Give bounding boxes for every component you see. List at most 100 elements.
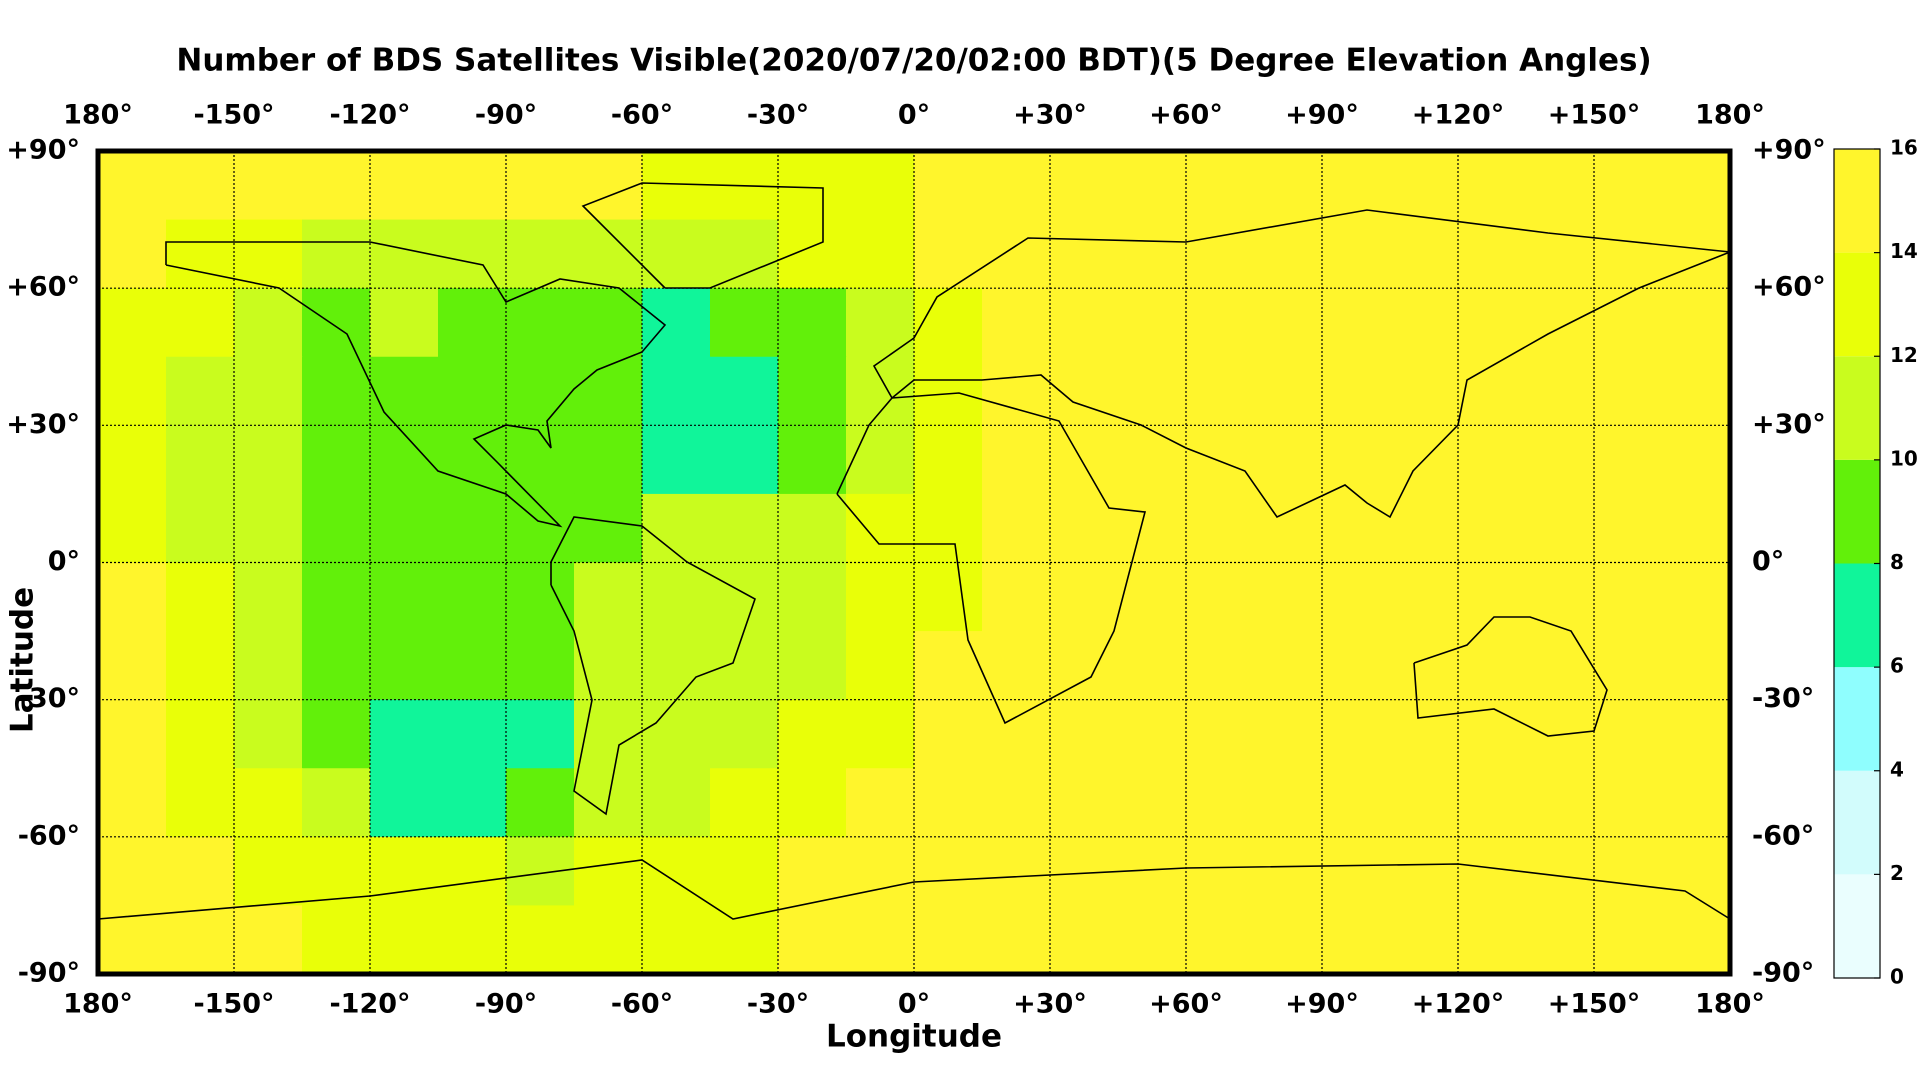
cell bbox=[1458, 219, 1527, 289]
cell bbox=[1458, 699, 1527, 769]
y-tick-label: -60° bbox=[18, 820, 80, 851]
cell bbox=[1322, 836, 1391, 907]
cell bbox=[1662, 768, 1731, 838]
cell bbox=[234, 768, 303, 838]
x-tick-label: 180° bbox=[1695, 100, 1765, 131]
cell bbox=[1526, 562, 1595, 632]
plot-frame bbox=[95, 148, 1733, 977]
cell bbox=[846, 768, 915, 838]
x-tick-label: 180° bbox=[1695, 989, 1765, 1020]
cell bbox=[1118, 425, 1187, 495]
cell bbox=[302, 356, 371, 426]
cell bbox=[1186, 356, 1255, 426]
cell bbox=[846, 699, 915, 769]
cell bbox=[642, 151, 711, 221]
cell bbox=[234, 288, 303, 358]
x-tick-label: -120° bbox=[329, 989, 410, 1020]
cell bbox=[1186, 562, 1255, 632]
cell bbox=[1118, 151, 1187, 221]
cell bbox=[1118, 562, 1187, 632]
cell bbox=[438, 699, 507, 769]
cell bbox=[370, 699, 439, 769]
cell bbox=[1254, 562, 1323, 632]
cell bbox=[1118, 219, 1187, 289]
cell bbox=[1050, 288, 1119, 358]
cell bbox=[234, 151, 303, 221]
cell bbox=[982, 493, 1051, 564]
cell bbox=[1458, 768, 1527, 838]
cell bbox=[1118, 631, 1187, 701]
cell bbox=[166, 905, 235, 975]
colorbar-tick-label: 0 bbox=[1890, 965, 1904, 989]
cell bbox=[1050, 151, 1119, 221]
y-tick-label: +30° bbox=[1752, 409, 1826, 440]
cell bbox=[778, 219, 847, 289]
cell bbox=[574, 151, 643, 221]
cell bbox=[1526, 905, 1595, 975]
cell bbox=[506, 288, 575, 358]
cell bbox=[982, 356, 1051, 426]
cell bbox=[370, 905, 439, 975]
cell bbox=[1526, 356, 1595, 426]
colorbar-segment bbox=[1834, 252, 1880, 357]
cell bbox=[506, 699, 575, 769]
cell bbox=[1526, 425, 1595, 495]
cell bbox=[98, 219, 167, 289]
cell bbox=[1322, 905, 1391, 975]
cell bbox=[710, 631, 779, 701]
cell bbox=[370, 151, 439, 221]
cell bbox=[302, 562, 371, 632]
cell bbox=[1390, 699, 1459, 769]
cell bbox=[574, 493, 643, 564]
cell bbox=[1390, 493, 1459, 564]
cell bbox=[98, 288, 167, 358]
cell bbox=[506, 562, 575, 632]
cell bbox=[846, 905, 915, 975]
cell bbox=[1662, 151, 1731, 221]
x-tick-label: +150° bbox=[1548, 100, 1640, 131]
cell bbox=[1254, 151, 1323, 221]
cell bbox=[574, 219, 643, 289]
cell bbox=[1458, 905, 1527, 975]
cell bbox=[166, 768, 235, 838]
cell bbox=[234, 905, 303, 975]
cell bbox=[438, 493, 507, 564]
y-tick-label: -90° bbox=[18, 958, 80, 989]
cell bbox=[1322, 425, 1391, 495]
colorbar-segment bbox=[1834, 874, 1880, 978]
colorbar-tick-label: 2 bbox=[1890, 861, 1904, 885]
cell bbox=[710, 768, 779, 838]
x-tick-label: +60° bbox=[1149, 100, 1223, 131]
coastlines bbox=[97, 182, 1731, 920]
cell bbox=[982, 905, 1051, 975]
cell bbox=[914, 699, 983, 769]
cell bbox=[506, 768, 575, 838]
cell bbox=[370, 562, 439, 632]
cell bbox=[1390, 356, 1459, 426]
cell bbox=[1254, 288, 1323, 358]
cell bbox=[166, 493, 235, 564]
cell bbox=[710, 425, 779, 495]
cell bbox=[1458, 425, 1527, 495]
y-tick-label: -30° bbox=[1752, 683, 1814, 714]
y-axis-label: Latitude bbox=[5, 587, 41, 733]
x-tick-label: +60° bbox=[1149, 989, 1223, 1020]
cell bbox=[234, 493, 303, 564]
cell bbox=[438, 562, 507, 632]
x-tick-label: -30° bbox=[747, 100, 809, 131]
cell bbox=[370, 768, 439, 838]
chart-title: Number of BDS Satellites Visible(2020/07… bbox=[176, 43, 1651, 79]
cell bbox=[370, 631, 439, 701]
cell bbox=[1390, 768, 1459, 838]
cell bbox=[1050, 425, 1119, 495]
cell bbox=[166, 562, 235, 632]
cell bbox=[506, 425, 575, 495]
cell bbox=[778, 356, 847, 426]
cell bbox=[1186, 493, 1255, 564]
cell bbox=[302, 219, 371, 289]
cell bbox=[234, 836, 303, 907]
cell bbox=[710, 288, 779, 358]
x-tick-label: +90° bbox=[1285, 100, 1359, 131]
cell bbox=[166, 631, 235, 701]
